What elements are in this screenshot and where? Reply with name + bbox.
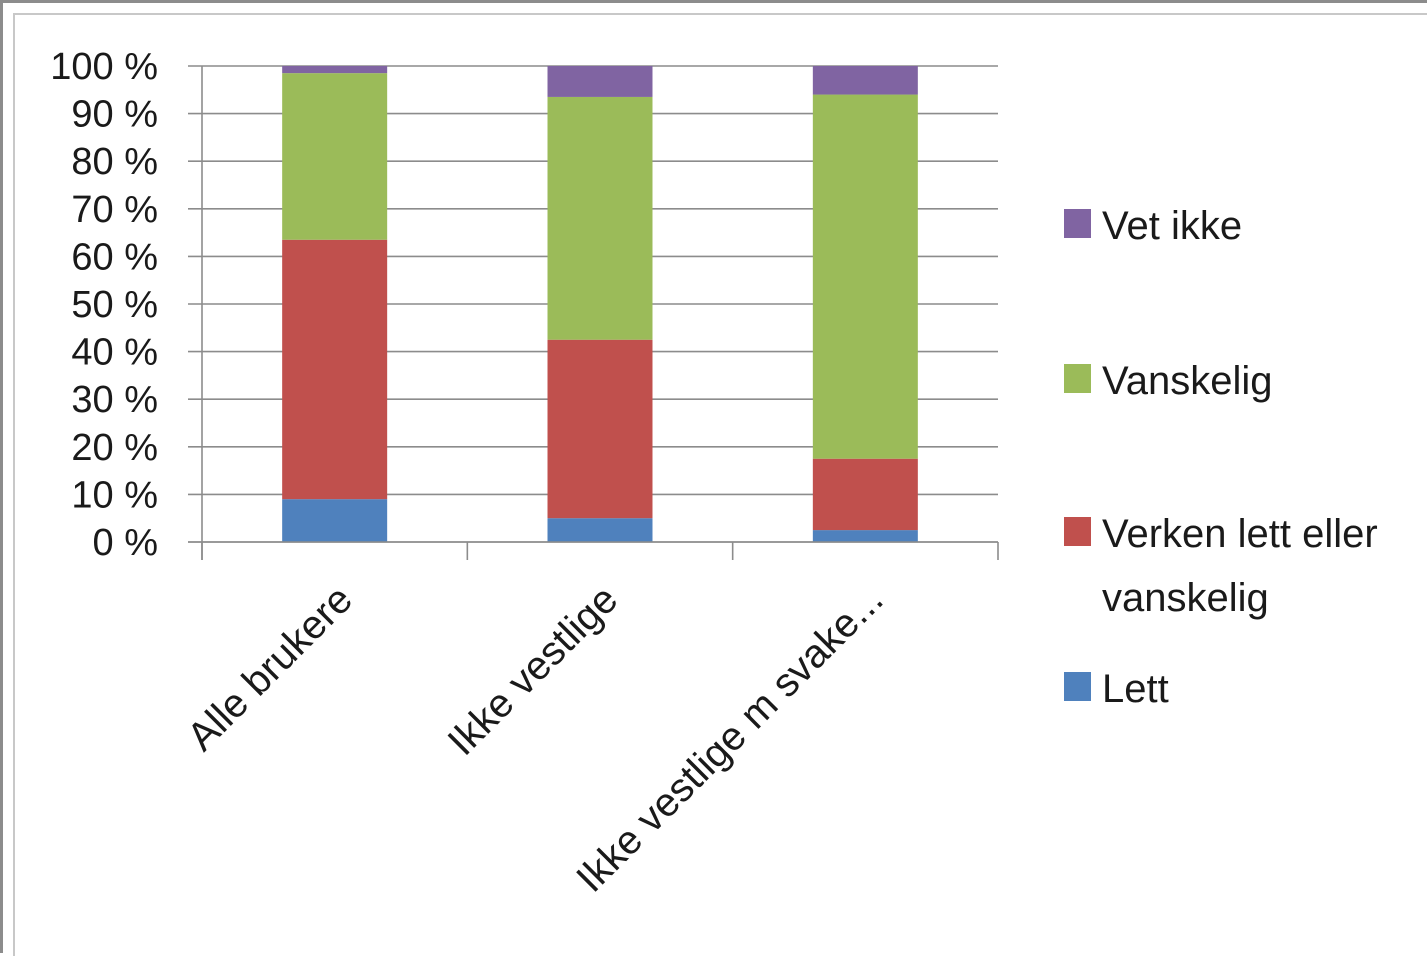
legend-swatch xyxy=(1064,364,1091,393)
y-tick-label: 40 % xyxy=(71,332,158,374)
bar-segment xyxy=(282,73,388,240)
legend-label: Vanskelig xyxy=(1102,359,1272,403)
bars xyxy=(282,66,918,542)
bar-segment xyxy=(812,66,918,95)
y-tick-label: 90 % xyxy=(71,94,158,136)
y-tick-label: 50 % xyxy=(71,284,158,326)
y-tick-label: 10 % xyxy=(71,474,158,516)
bar-segment xyxy=(282,66,388,74)
y-tick-label: 30 % xyxy=(71,379,158,421)
y-tick-label: 100 % xyxy=(50,46,158,88)
bar-segment xyxy=(282,239,388,500)
y-tick-label: 0 % xyxy=(93,522,158,564)
legend-swatch xyxy=(1064,672,1091,701)
y-tick-labels: 0 % 10 % 20 % 30 % 40 % 50 % 60 % 70 % 80 % 90 % 1… xyxy=(50,46,158,564)
bar-segment xyxy=(547,96,653,340)
legend-label: vanskelig xyxy=(1102,576,1269,620)
y-tick-label: 80 % xyxy=(71,141,158,183)
bar-segment xyxy=(812,458,918,531)
x-tick-label: Ikke vestlige xyxy=(440,577,627,764)
bar-segment xyxy=(547,518,653,542)
bar-segment xyxy=(547,66,653,97)
legend-label: Vet ikke xyxy=(1102,204,1242,248)
bar-segment xyxy=(812,530,918,542)
bar-segment xyxy=(812,94,918,459)
legend: Vet ikke Vanskelig Verken lett eller vanske… xyxy=(1064,204,1378,711)
x-tick-label: Ikke vestlige m svake... xyxy=(568,577,891,900)
y-tick-label: 20 % xyxy=(71,427,158,469)
legend-swatch xyxy=(1064,517,1091,546)
legend-swatch xyxy=(1064,209,1091,238)
bar-segment xyxy=(282,499,388,542)
y-tick-label: 70 % xyxy=(71,189,158,231)
y-tick-label: 60 % xyxy=(71,236,158,278)
axes xyxy=(188,66,999,560)
chart-inner-border xyxy=(13,13,1427,956)
x-tick-label: Alle brukere xyxy=(179,577,361,759)
stacked-bar-chart: 0 % 10 % 20 % 30 % 40 % 50 % 60 % 70 % 80 % 90 % 1… xyxy=(50,46,1378,901)
legend-label: Lett xyxy=(1102,667,1169,711)
bar-segment xyxy=(547,339,653,519)
legend-label: Verken lett eller xyxy=(1102,512,1378,556)
